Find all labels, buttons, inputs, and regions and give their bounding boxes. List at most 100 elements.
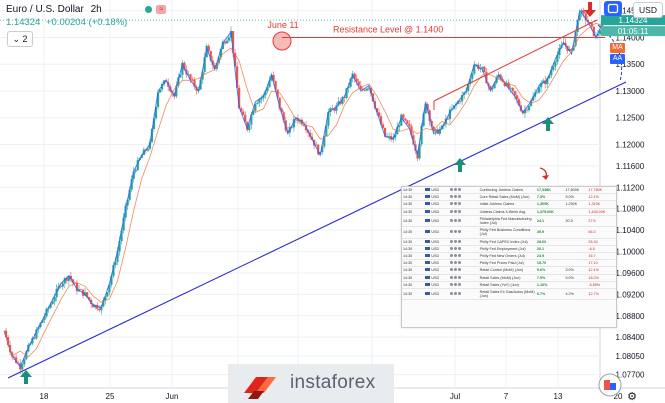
- candle-body: [327, 111, 330, 126]
- y-tick-label: 1.11600: [616, 162, 645, 171]
- cal-currency: USD: [424, 252, 450, 261]
- june-11-label: June 11: [267, 20, 298, 30]
- aa-badge: AA: [610, 54, 625, 64]
- cal-time: 14:30: [402, 288, 425, 301]
- cal-time: 14:30: [402, 215, 425, 228]
- candle-body: [213, 65, 216, 69]
- candle-body: [542, 80, 545, 83]
- cal-actual: 28.60: [535, 238, 565, 246]
- candle-body: [126, 199, 129, 206]
- cal-event: Retail Sales Ex Gas/Autos (MoM) (Jun): [478, 288, 536, 301]
- candle-body: [15, 357, 18, 363]
- candle-body: [489, 85, 492, 90]
- cal-actual: 24.1: [535, 215, 565, 228]
- y-tick-label: 1.07700: [616, 371, 645, 380]
- importance-icon: [449, 274, 479, 282]
- collapse-indicators-button[interactable]: ⌄ 2: [7, 31, 33, 47]
- candle-body: [51, 301, 54, 305]
- candle-body: [432, 126, 435, 132]
- candle-body: [331, 108, 334, 109]
- candle-body: [246, 121, 249, 131]
- candle-body: [493, 83, 496, 89]
- calendar-row: 14:30 USD Continuing Jobless Claims 17,338K…: [402, 187, 616, 195]
- currency-button[interactable]: USD: [633, 2, 663, 18]
- timeframe-label[interactable]: 2h: [90, 4, 102, 15]
- cal-currency: USD: [424, 193, 450, 202]
- cal-actual: 15.70: [535, 259, 565, 268]
- candle-body: [446, 118, 450, 120]
- calendar-row: 14:30 USD Philly Fed New Orders (Jul) 23.9 1…: [402, 252, 616, 261]
- candle-body: [424, 104, 427, 114]
- candle-body: [517, 99, 520, 106]
- candle-body: [398, 125, 401, 128]
- candle-body: [315, 144, 318, 146]
- candle-body: [420, 125, 423, 145]
- gear-icon[interactable]: ⚙: [627, 390, 637, 403]
- cal-event: Philly Fed Business Conditions (Jul): [478, 226, 536, 239]
- candle-body: [219, 49, 222, 58]
- candle-body: [207, 45, 210, 52]
- candle-body: [418, 144, 421, 159]
- importance-icon: [449, 281, 479, 290]
- candle-body: [598, 30, 602, 35]
- candle-body: [471, 73, 474, 79]
- y-tick-label: 1.10800: [616, 205, 645, 214]
- importance-icon: [449, 266, 479, 275]
- cal-currency: USD: [424, 266, 450, 275]
- candle-body: [278, 97, 281, 109]
- cal-forecast: [564, 281, 588, 290]
- symbol-name[interactable]: Euro / U.S. Dollar: [6, 4, 84, 15]
- cal-time: 14:30: [402, 266, 425, 275]
- current-price-label: 1.14324: [619, 16, 648, 25]
- candle-body: [181, 62, 184, 75]
- cal-actual: 5.6%: [535, 266, 565, 275]
- candle-body: [106, 292, 109, 297]
- candle-body: [594, 35, 597, 37]
- candle-body: [270, 74, 273, 81]
- candle-body: [461, 94, 464, 102]
- candle-body: [104, 296, 107, 301]
- candle-body: [511, 87, 514, 91]
- candle-body: [588, 21, 591, 24]
- y-tick-label: 1.12500: [616, 114, 645, 123]
- cal-actual: 6.7%: [535, 288, 565, 301]
- candle-body: [240, 108, 243, 112]
- cal-time: 14:30: [402, 226, 425, 239]
- candle-body: [448, 109, 452, 119]
- candle-body: [481, 66, 484, 69]
- cal-currency: USD: [424, 274, 450, 282]
- cal-previous: 56.3: [587, 226, 616, 239]
- candle-body: [548, 75, 551, 79]
- candle-body: [193, 79, 196, 87]
- cal-currency: USD: [424, 288, 450, 301]
- candle-body: [88, 297, 91, 300]
- last-price: 1.14324: [6, 17, 41, 28]
- candle-body: [209, 51, 212, 61]
- candle-body: [236, 66, 239, 88]
- candle-body: [79, 289, 83, 291]
- candle-body: [491, 88, 494, 90]
- candle-body: [23, 359, 26, 365]
- candle-body: [148, 141, 152, 149]
- candle-body: [248, 124, 251, 131]
- candle-body: [422, 113, 425, 126]
- candle-body: [574, 32, 577, 46]
- importance-icon: [449, 259, 479, 268]
- cal-previous: 16.7: [587, 252, 616, 261]
- x-tick-label: 7: [504, 392, 509, 401]
- candle-body: [329, 108, 332, 112]
- candle-body: [333, 108, 336, 111]
- candle-body: [217, 57, 220, 64]
- candle-body: [428, 110, 431, 121]
- cal-forecast: [564, 226, 588, 239]
- cal-previous: 1,310K: [587, 200, 616, 209]
- ma-badge: MA: [610, 43, 625, 53]
- candle-body: [21, 364, 24, 370]
- y-tick-label: 1.13500: [616, 60, 645, 69]
- fullscreen-button[interactable]: [604, 1, 622, 16]
- candle-body: [406, 120, 409, 124]
- cal-time: 14:30: [402, 238, 425, 246]
- candle-body: [507, 82, 510, 89]
- cal-forecast: 3.0%: [564, 266, 588, 275]
